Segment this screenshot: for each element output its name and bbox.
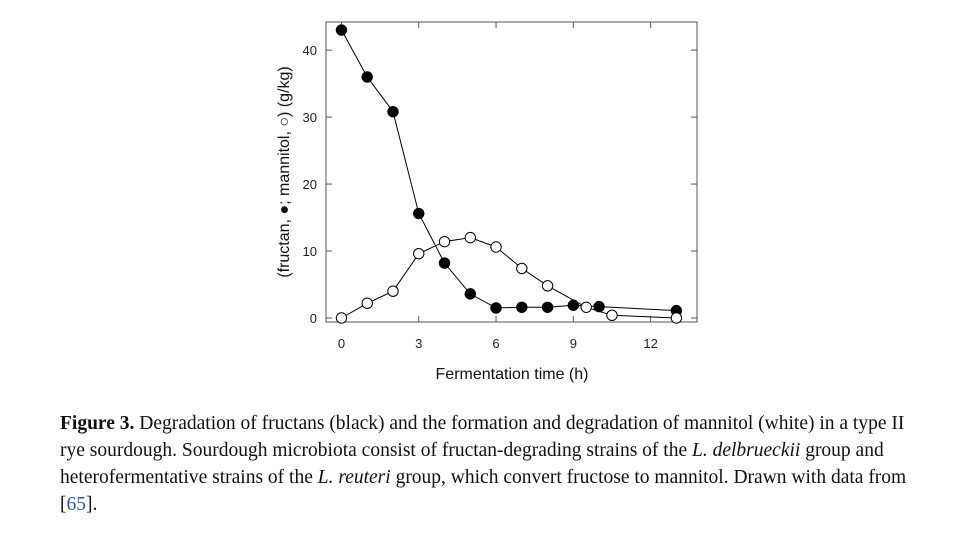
- caption-text-2: group and heterofermentative strains of …: [60, 440, 884, 488]
- caption-text-3: group, which convert fructose to mannito…: [60, 467, 907, 515]
- fructan-data-point: [387, 106, 399, 118]
- fructan-data-point: [516, 301, 528, 313]
- mannitol-data-point: [541, 280, 554, 292]
- mannitol-series-line: [341, 237, 677, 319]
- mannitol-data-point: [387, 285, 399, 297]
- fructan-data-point: [413, 207, 425, 220]
- x-axis: 0 3 6 9 12: [338, 22, 658, 351]
- x-tick-label: 3: [415, 336, 422, 351]
- y-tick-label: 0: [310, 311, 317, 326]
- mannitol-data-point: [438, 235, 451, 248]
- mannitol-data-point: [413, 247, 425, 260]
- fructan-data-point: [541, 301, 554, 313]
- mannitol-data-point: [580, 301, 592, 313]
- x-tick-label: 0: [338, 336, 345, 351]
- x-tick-label: 12: [643, 336, 657, 351]
- caption-label: Figure 3.: [60, 413, 135, 434]
- caption-text-1: Degradation of fructans (black) and the …: [60, 413, 905, 461]
- mannitol-data-point: [335, 312, 348, 324]
- figure-caption: Figure 3. Degradation of fructans (black…: [60, 410, 930, 518]
- chart: 0 3 6 9 12 0 10 20 30 40 Fermentation time (h) (…: [276, 21, 698, 383]
- series-layer: [335, 24, 683, 324]
- mannitol-data-point: [606, 309, 618, 322]
- fructan-data-point: [335, 24, 348, 36]
- caption-italic-2: L. reuteri: [317, 467, 391, 488]
- y-tick-label: 40: [303, 43, 317, 58]
- fructan-data-point: [490, 302, 502, 314]
- x-axis-title: Fermentation time (h): [436, 366, 589, 383]
- fructan-data-point: [361, 71, 373, 83]
- caption-italic-1: L. delbrueckii: [692, 440, 801, 461]
- fructan-data-point: [438, 257, 451, 269]
- y-tick-label: 30: [303, 110, 317, 125]
- mannitol-data-point: [516, 262, 528, 275]
- y-tick-label: 10: [303, 244, 317, 259]
- y-axis: 0 10 20 30 40: [303, 43, 697, 326]
- plot-frame: [325, 21, 698, 323]
- mannitol-data-point: [464, 231, 476, 244]
- caption-text-4: ].: [86, 494, 98, 515]
- fructan-series-line: [341, 29, 677, 312]
- y-axis-title: (fructan, ●; mannitol, ○) (g/kg): [276, 66, 293, 277]
- fructan-data-point: [464, 288, 476, 300]
- y-tick-label: 20: [303, 177, 317, 192]
- mannitol-data-point: [490, 241, 502, 253]
- fructan-data-point: [593, 300, 605, 313]
- x-tick-label: 6: [492, 336, 499, 351]
- mannitol-data-point: [361, 297, 373, 309]
- mannitol-data-point: [670, 312, 683, 324]
- caption-reference-link[interactable]: 65: [66, 494, 87, 515]
- fructan-data-point: [567, 299, 580, 311]
- x-tick-label: 9: [570, 336, 577, 351]
